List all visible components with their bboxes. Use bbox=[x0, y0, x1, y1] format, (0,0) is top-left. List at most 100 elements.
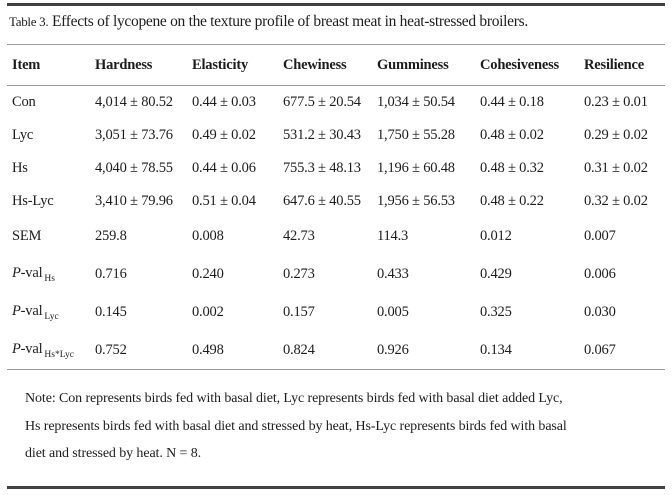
cell-value: 0.23 ± 0.01 bbox=[584, 93, 648, 110]
cell-value: 3,051 ± 73.76 bbox=[95, 126, 173, 143]
note-line: Note: Con represents birds fed with basa… bbox=[25, 391, 563, 406]
cell-value: 0.44 ± 0.03 bbox=[192, 93, 256, 110]
cell-value: 0.51 ± 0.04 bbox=[192, 192, 256, 209]
column-header-item: Item bbox=[7, 44, 90, 86]
cell-value: 114.3 bbox=[377, 228, 409, 244]
cell-value: 1,196 ± 60.48 bbox=[377, 159, 455, 176]
row-label-text: Hs-Lyc bbox=[12, 192, 54, 209]
cell-value: 0.006 bbox=[584, 266, 616, 282]
cell-value: 0.433 bbox=[377, 266, 409, 282]
row-label-italic-p: P bbox=[12, 340, 21, 357]
cell-value: 4,040 ± 78.55 bbox=[95, 159, 173, 176]
cell-value: 0.48 ± 0.02 bbox=[480, 126, 544, 143]
row-label-italic-p: P bbox=[12, 265, 21, 282]
texture-profile-table: Item Hardness Elasticity Chewiness Gummi… bbox=[7, 44, 665, 370]
table-cell: 1,750 ± 55.28 bbox=[372, 119, 475, 152]
cell-value: 0.157 bbox=[283, 304, 315, 320]
row-label-text: Con bbox=[12, 93, 36, 110]
table-bottom-rule bbox=[7, 486, 665, 489]
cell-value: 0.002 bbox=[192, 304, 224, 320]
cell-value: 0.007 bbox=[584, 228, 616, 244]
table-title: Effects of lycopene on the texture profi… bbox=[52, 13, 528, 30]
cell-value: 0.44 ± 0.18 bbox=[480, 93, 544, 110]
cell-value: 0.498 bbox=[192, 341, 224, 358]
table-cell: 0.926 bbox=[372, 331, 475, 370]
cell-value: 0.49 ± 0.02 bbox=[192, 126, 256, 143]
cell-value: 0.134 bbox=[480, 341, 512, 358]
cell-value: 42.73 bbox=[283, 228, 315, 244]
row-label: Con bbox=[7, 86, 90, 119]
header-row: Item Hardness Elasticity Chewiness Gummi… bbox=[7, 44, 665, 86]
cell-value: 0.44 ± 0.06 bbox=[192, 159, 256, 176]
cell-value: 0.273 bbox=[283, 266, 315, 282]
table-cell: 0.005 bbox=[372, 294, 475, 332]
row-label-text: Hs bbox=[12, 159, 28, 176]
table-row: Con 4,014 ± 80.52 0.44 ± 0.03 677.5 ± 20.54… bbox=[7, 86, 665, 119]
table-cell: 1,034 ± 50.54 bbox=[372, 86, 475, 119]
column-header-elasticity: Elasticity bbox=[187, 44, 278, 86]
cell-value: 0.005 bbox=[377, 304, 409, 320]
cell-value: 531.2 ± 30.43 bbox=[283, 126, 361, 143]
table-cell: 0.433 bbox=[372, 256, 475, 294]
cell-value: 0.067 bbox=[584, 341, 616, 358]
row-label-text: Lyc bbox=[12, 126, 34, 143]
row-label: P-val Hs*Lyc bbox=[7, 331, 90, 370]
table-cell: 0.44 ± 0.18 bbox=[475, 86, 579, 119]
cell-value: 1,750 ± 55.28 bbox=[377, 126, 455, 143]
note-line: Hs represents birds fed with basal diet … bbox=[25, 418, 567, 434]
table-cell: 0.007 bbox=[579, 218, 665, 256]
table-cell: 0.012 bbox=[475, 218, 579, 256]
table-cell: 0.498 bbox=[187, 331, 278, 370]
table-cell: 0.824 bbox=[278, 331, 372, 370]
cell-value: 1,034 ± 50.54 bbox=[377, 93, 455, 110]
cell-value: 4,014 ± 80.52 bbox=[95, 93, 173, 110]
table-row: P-val Hs 0.716 0.240 0.273 0.433 0.429 0.006 bbox=[7, 256, 665, 294]
table-cell: 0.32 ± 0.02 bbox=[579, 185, 665, 218]
table-cell: 531.2 ± 30.43 bbox=[278, 119, 372, 152]
table-cell: 0.067 bbox=[579, 331, 665, 370]
table-cell: 0.240 bbox=[187, 256, 278, 294]
cell-value: 677.5 ± 20.54 bbox=[283, 93, 361, 110]
table-note: Note: Con represents birds fed with basa… bbox=[25, 385, 664, 468]
table-cell: 677.5 ± 20.54 bbox=[278, 86, 372, 119]
note-line: diet and stressed by heat. N = 8. bbox=[25, 446, 202, 461]
table-cell: 755.3 ± 48.13 bbox=[278, 152, 372, 185]
table-row: Lyc 3,051 ± 73.76 0.49 ± 0.02 531.2 ± 30.43… bbox=[7, 119, 665, 152]
cell-value: 0.716 bbox=[95, 266, 127, 282]
table-top-rule bbox=[7, 3, 665, 6]
row-label-subscript: Hs bbox=[44, 273, 55, 284]
cell-value: 0.48 ± 0.32 bbox=[480, 159, 544, 176]
row-label: P-val Hs bbox=[7, 256, 90, 294]
table-number: Table 3. bbox=[9, 14, 49, 29]
table-cell: 0.006 bbox=[579, 256, 665, 294]
cell-value: 0.008 bbox=[192, 228, 224, 244]
table-cell: 0.134 bbox=[475, 331, 579, 370]
cell-value: 1,956 ± 56.53 bbox=[377, 192, 455, 209]
table-cell: 0.325 bbox=[475, 294, 579, 332]
table-cell: 1,956 ± 56.53 bbox=[372, 185, 475, 218]
table-cell: 0.429 bbox=[475, 256, 579, 294]
column-header-chewiness: Chewiness bbox=[278, 44, 372, 86]
table-cell: 3,410 ± 79.96 bbox=[90, 185, 187, 218]
cell-value: 0.240 bbox=[192, 266, 224, 282]
cell-value: 0.32 ± 0.02 bbox=[584, 192, 648, 209]
table-cell: 259.8 bbox=[90, 218, 187, 256]
cell-value: 755.3 ± 48.13 bbox=[283, 159, 361, 176]
table-caption: Table 3. Effects of lycopene on the text… bbox=[8, 0, 664, 44]
cell-value: 0.48 ± 0.22 bbox=[480, 192, 544, 209]
row-label: SEM bbox=[7, 218, 90, 256]
cell-value: 0.012 bbox=[480, 228, 512, 244]
table-cell: 0.008 bbox=[187, 218, 278, 256]
cell-value: 647.6 ± 40.55 bbox=[283, 192, 361, 209]
cell-value: 0.29 ± 0.02 bbox=[584, 126, 648, 143]
table-cell: 0.48 ± 0.22 bbox=[475, 185, 579, 218]
table-cell: 0.51 ± 0.04 bbox=[187, 185, 278, 218]
table-cell: 0.29 ± 0.02 bbox=[579, 119, 665, 152]
table-cell: 0.145 bbox=[90, 294, 187, 332]
cell-value: 0.325 bbox=[480, 304, 512, 320]
table-row: P-val Lyc 0.145 0.002 0.157 0.005 0.325 0.030 bbox=[7, 294, 665, 332]
table-cell: 4,040 ± 78.55 bbox=[90, 152, 187, 185]
table-cell: 0.49 ± 0.02 bbox=[187, 119, 278, 152]
table-row: P-val Hs*Lyc 0.752 0.498 0.824 0.926 0.134 0.06… bbox=[7, 331, 665, 370]
cell-value: 259.8 bbox=[95, 228, 127, 244]
